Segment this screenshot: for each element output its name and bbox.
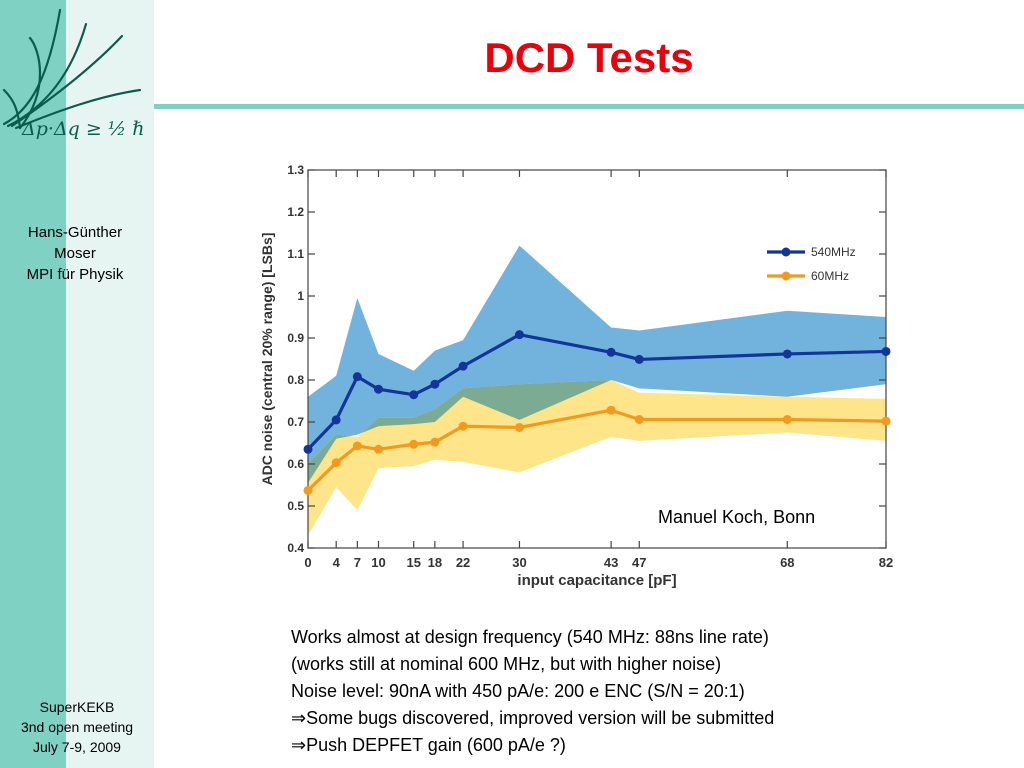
- data-point-540MHz: [514, 330, 524, 340]
- y-tick-label: 1.1: [287, 247, 304, 261]
- data-point-540MHz: [409, 390, 419, 400]
- data-point-540MHz: [352, 372, 362, 382]
- data-point-540MHz: [458, 361, 468, 371]
- data-point-60MHz: [458, 421, 468, 431]
- data-point-60MHz: [606, 405, 616, 415]
- data-point-60MHz: [331, 458, 341, 468]
- x-tick-label: 30: [512, 555, 526, 570]
- data-point-540MHz: [331, 415, 341, 425]
- x-tick-label: 4: [333, 555, 341, 570]
- legend-marker-540MHz: [781, 247, 791, 257]
- data-point-60MHz: [514, 422, 524, 432]
- data-point-540MHz: [634, 354, 644, 364]
- x-tick-label: 10: [371, 555, 385, 570]
- y-tick-label: 1: [297, 289, 304, 303]
- y-tick-label: 0.6: [287, 457, 304, 471]
- sidebar-light-strip: [66, 0, 154, 768]
- x-tick-label: 43: [604, 555, 618, 570]
- x-tick-label: 47: [632, 555, 646, 570]
- author-line: MPI für Physik: [26, 266, 124, 283]
- data-point-540MHz: [881, 346, 891, 356]
- x-tick-label: 68: [780, 555, 794, 570]
- event-line: SuperKEKB: [39, 699, 115, 715]
- legend-label-60MHz: 60MHz: [811, 269, 849, 283]
- x-axis-label: input capacitance [pF]: [517, 572, 676, 589]
- data-point-60MHz: [430, 437, 440, 447]
- x-tick-label: 22: [456, 555, 470, 570]
- note-line: ⇒Push DEPFET gain (600 pA/e ?): [291, 735, 566, 755]
- data-point-60MHz: [303, 485, 313, 495]
- data-point-60MHz: [782, 414, 792, 424]
- noise-chart: 0.4 0.5 0.6 0.7 0.8 0.9 1 1.1 1.2 1.3 0 4 7 10 15 18 22 3…: [259, 163, 893, 589]
- y-tick-label: 1.3: [287, 163, 304, 177]
- series-line-60MHz: [306, 408, 887, 492]
- y-tick-label: 1.2: [287, 205, 304, 219]
- y-tick-label: 0.7: [287, 415, 304, 429]
- author-line: Moser: [54, 245, 96, 262]
- x-tick-label: 7: [354, 555, 361, 570]
- author-block: Hans-Günther Moser MPI für Physik: [0, 222, 150, 285]
- x-tick-label: 15: [406, 555, 420, 570]
- data-point-540MHz: [430, 379, 440, 389]
- data-point-60MHz: [373, 444, 383, 454]
- note-line: ⇒Some bugs discovered, improved version …: [291, 708, 775, 728]
- title-divider: [154, 104, 1024, 109]
- legend-label-540MHz: 540MHz: [811, 245, 856, 259]
- y-tick-label: 0.5: [287, 499, 304, 513]
- data-point-540MHz: [373, 384, 383, 394]
- sidebar-dark-strip: [0, 0, 66, 768]
- event-line: 3nd open meeting: [20, 719, 134, 735]
- data-point-60MHz: [881, 416, 891, 426]
- note-line: (works still at nominal 600 MHz, but wit…: [291, 654, 722, 674]
- note-line: Noise level: 90nA with 450 pA/e: 200 e E…: [291, 681, 745, 701]
- event-block: SuperKEKB 3nd open meeting July 7-9, 200…: [0, 697, 154, 757]
- data-point-60MHz: [409, 439, 419, 449]
- x-tick-label: 82: [879, 555, 893, 570]
- data-point-60MHz: [634, 414, 644, 424]
- x-tick-label: 18: [428, 555, 442, 570]
- slide-title: DCD Tests: [484, 34, 694, 81]
- data-point-540MHz: [606, 347, 616, 357]
- legend-marker-60MHz: [781, 271, 791, 281]
- y-tick-label: 0.4: [287, 541, 304, 555]
- chart-credit: Manuel Koch, Bonn: [658, 507, 816, 527]
- data-point-540MHz: [303, 444, 313, 454]
- note-line: Works almost at design frequency (540 MH…: [291, 627, 769, 647]
- y-tick-label: 0.9: [287, 331, 304, 345]
- band-540MHz: [308, 245, 886, 483]
- event-line: July 7-9, 2009: [33, 739, 121, 755]
- author-line: Hans-Günther: [27, 224, 123, 241]
- data-point-540MHz: [782, 349, 792, 359]
- y-axis-label: ADC noise (central 20% range) [LSBs]: [259, 233, 275, 486]
- logo-formula: Δp·Δq ≥ ½ ℏ: [22, 118, 145, 140]
- series-line-540MHz: [306, 333, 887, 451]
- plot-frame: [307, 169, 887, 549]
- x-tick-label: 0: [304, 555, 311, 570]
- mpi-logo-icon: [2, 8, 142, 130]
- y-tick-label: 0.8: [287, 373, 304, 387]
- data-point-60MHz: [352, 441, 362, 451]
- notes-block: Works almost at design frequency (540 MH…: [291, 624, 774, 759]
